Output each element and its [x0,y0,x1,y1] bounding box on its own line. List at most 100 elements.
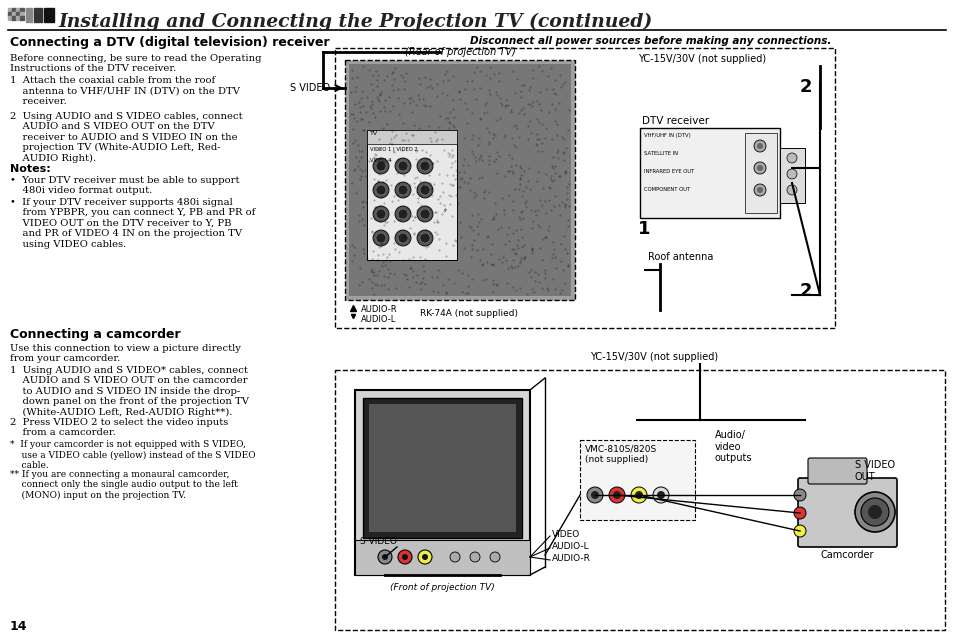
Text: VIDEO: VIDEO [552,530,579,539]
Circle shape [652,487,668,503]
Text: ** If you are connecting a monaural camcorder,
    connect only the single audio: ** If you are connecting a monaural camc… [10,470,237,500]
Text: 2  Using AUDIO and S VIDEO cables, connect
    AUDIO and S VIDEO OUT on the DTV
: 2 Using AUDIO and S VIDEO cables, connec… [10,112,242,163]
Circle shape [613,491,620,499]
Circle shape [419,185,430,195]
Circle shape [419,233,430,243]
Text: 2: 2 [800,78,812,96]
Circle shape [470,552,479,562]
Circle shape [395,182,411,198]
Bar [369,404,516,532]
Circle shape [450,552,459,562]
FancyBboxPatch shape [807,458,866,484]
Circle shape [397,233,408,243]
Text: INFRARED EYE OUT: INFRARED EYE OUT [643,169,694,174]
Bar [16,8,20,12]
Circle shape [416,182,433,198]
FancyBboxPatch shape [355,390,530,575]
Circle shape [397,550,412,564]
Circle shape [373,158,389,174]
Text: VIDEO 4: VIDEO 4 [370,158,391,163]
Text: Connecting a DTV (digital television) receiver: Connecting a DTV (digital television) re… [10,36,330,49]
Bar [12,12,16,16]
Circle shape [373,230,389,246]
Text: YC-15V/30V (not supplied): YC-15V/30V (not supplied) [589,352,718,362]
Circle shape [753,162,765,174]
Circle shape [786,185,796,195]
Circle shape [419,209,430,219]
Bar [8,8,12,12]
Bar [349,64,571,296]
Circle shape [397,185,408,195]
Circle shape [395,230,411,246]
Circle shape [630,487,646,503]
Circle shape [757,143,762,149]
Text: Disconnect all power sources before making any connections.: Disconnect all power sources before maki… [470,36,830,46]
Circle shape [793,507,805,519]
Text: Camcorder: Camcorder [820,550,873,560]
Bar [8,16,12,20]
Bar [335,370,944,630]
Circle shape [375,209,386,219]
Circle shape [397,161,408,171]
Text: 1  Attach the coaxial cable from the roof
    antenna to VHF/UHF IN (DTV) on the: 1 Attach the coaxial cable from the roof… [10,76,240,106]
Bar [8,12,12,16]
Bar [44,8,54,22]
Circle shape [854,492,894,532]
Bar [367,130,456,260]
Circle shape [786,169,796,179]
Bar [20,8,24,12]
Text: AUDIO-R: AUDIO-R [360,305,397,314]
Bar [12,16,16,20]
Text: S VIDEO
OUT: S VIDEO OUT [854,460,894,482]
Circle shape [793,489,805,501]
Circle shape [416,158,433,174]
Circle shape [417,550,432,564]
Text: VHF/UHF IN (DTV): VHF/UHF IN (DTV) [643,133,690,138]
Text: 2  Press VIDEO 2 to select the video inputs
    from a camcorder.: 2 Press VIDEO 2 to select the video inpu… [10,418,228,437]
Text: AUDIO-R: AUDIO-R [552,554,590,563]
Bar [639,128,780,218]
Bar [744,133,776,213]
Circle shape [590,491,598,499]
Circle shape [757,187,762,193]
Bar [363,398,521,538]
Text: *  If your camcorder is not equipped with S VIDEO,
    use a VIDEO cable (yellow: * If your camcorder is not equipped with… [10,440,255,470]
Circle shape [373,206,389,222]
Bar [345,60,575,300]
Circle shape [786,153,796,163]
Circle shape [395,206,411,222]
Bar [26,8,32,22]
Circle shape [381,554,388,560]
Bar [12,8,16,12]
Circle shape [753,184,765,196]
Text: 14: 14 [10,620,28,633]
Text: YC-15V/30V (not supplied): YC-15V/30V (not supplied) [638,54,765,64]
Circle shape [373,182,389,198]
Bar [335,48,834,328]
Text: VIDEO 1 | VIDEO 2: VIDEO 1 | VIDEO 2 [370,146,417,152]
Bar [20,12,24,16]
Circle shape [375,185,386,195]
Bar [367,130,456,144]
Circle shape [395,158,411,174]
Circle shape [421,554,428,560]
Text: Connecting a camcorder: Connecting a camcorder [10,328,180,341]
Text: SATELLITE IN: SATELLITE IN [643,151,678,156]
Bar [355,540,530,575]
Text: COMPONENT OUT: COMPONENT OUT [643,187,690,192]
Text: Notes:: Notes: [10,164,51,174]
Circle shape [375,161,386,171]
Text: (Rear of projection TV): (Rear of projection TV) [404,47,515,57]
Circle shape [753,140,765,152]
Bar [20,16,24,20]
FancyBboxPatch shape [797,478,896,547]
Text: AUDIO-L: AUDIO-L [552,542,589,551]
Text: 1: 1 [638,220,650,238]
Text: Roof antenna: Roof antenna [647,252,713,262]
Text: 2: 2 [800,282,812,300]
Circle shape [401,554,408,560]
Bar [34,8,42,22]
Circle shape [793,525,805,537]
Text: AUDIO-L: AUDIO-L [360,315,395,324]
Bar [16,16,20,20]
